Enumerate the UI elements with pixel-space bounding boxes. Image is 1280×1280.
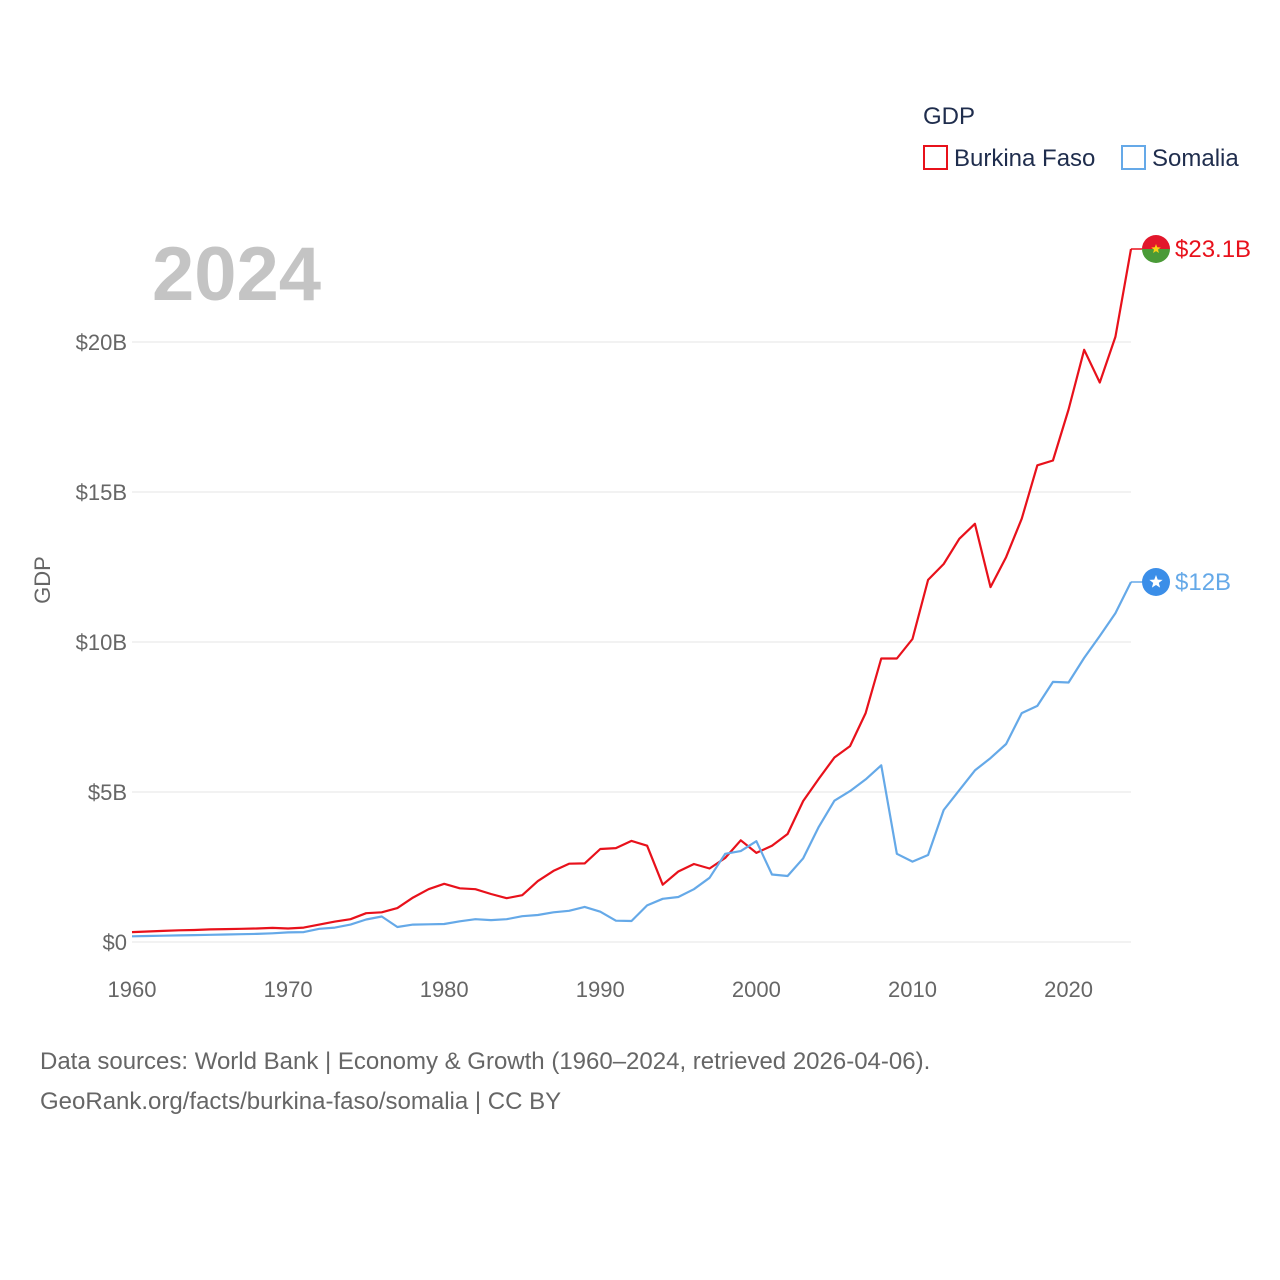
legend-swatch-somalia [1121,145,1146,170]
y-tick-label: $15B [76,480,127,505]
end-value-label-somalia: $12B [1175,569,1231,596]
x-tick-label: 1990 [576,977,625,1002]
y-tick-label: $0 [103,930,127,955]
x-tick-label: 1970 [264,977,313,1002]
flag-bottom-half [1142,249,1170,263]
flag-star [1151,244,1161,254]
source-line-1: Data sources: World Bank | Economy & Gro… [40,1048,931,1075]
grid-lines [132,341,1131,943]
series-lines [131,248,1133,938]
series-line-burkina-faso [131,248,1133,934]
y-axis-ticks: $0 $5B $10B $15B $20B [76,330,127,955]
gdp-line-chart: $0 $5B $10B $15B $20B 1960 1970 1980 1990 2000 20… [30,103,1251,1002]
legend-swatch-burkina-faso [923,145,948,170]
y-tick-label: $20B [76,330,127,355]
legend-title: GDP [923,103,975,130]
flag-top-half [1142,235,1170,249]
current-year-label: 2024 [152,232,321,317]
y-tick-label: $5B [88,780,127,805]
flag-icon-somalia [1142,568,1170,596]
y-tick-label: $10B [76,630,127,655]
series-line-somalia [131,581,1132,938]
y-axis-title: GDP [30,556,55,604]
legend-item-somalia[interactable]: Somalia [1121,145,1239,172]
flag-star [1149,575,1163,588]
legend-label-burkina-faso: Burkina Faso [954,145,1095,172]
legend-label-somalia: Somalia [1152,145,1239,172]
x-tick-label: 2020 [1044,977,1093,1002]
x-axis-ticks: 1960 1970 1980 1990 2000 2010 2020 [108,977,1094,1002]
data-source-note: Data sources: World Bank | Economy & Gro… [40,1042,930,1122]
x-tick-label: 2010 [888,977,937,1002]
source-line-2: GeoRank.org/facts/burkina-faso/somalia |… [40,1088,562,1115]
series-end-markers: $23.1B $12B [1131,235,1251,596]
x-tick-label: 2000 [732,977,781,1002]
legend-item-burkina-faso[interactable]: Burkina Faso [923,145,1095,172]
legend: GDP Burkina Faso Somalia [923,103,1239,172]
x-tick-label: 1960 [108,977,157,1002]
end-value-label-burkina-faso: $23.1B [1175,236,1251,263]
x-tick-label: 1980 [420,977,469,1002]
flag-icon-burkina-faso [1142,235,1170,263]
